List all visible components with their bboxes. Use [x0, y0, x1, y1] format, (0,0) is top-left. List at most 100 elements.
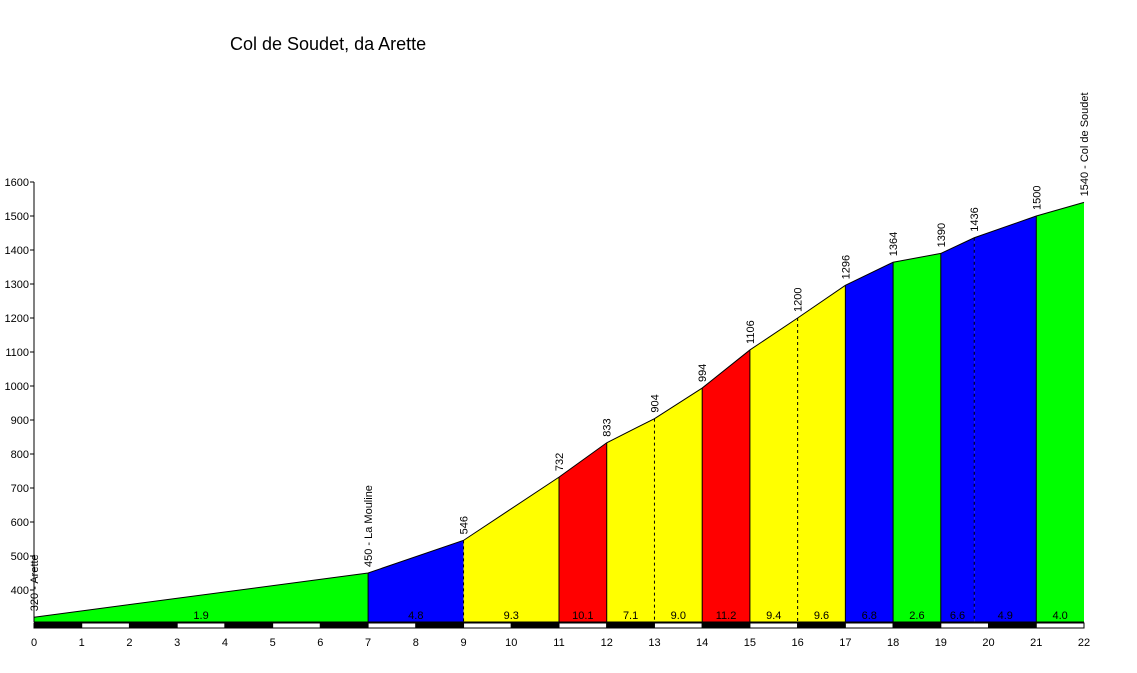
- segment-2: [463, 477, 559, 622]
- km-bar: [940, 622, 990, 629]
- km-bar: [558, 622, 608, 629]
- elevation-label: 1106: [745, 320, 757, 344]
- gradient-label: 7.1: [623, 610, 638, 622]
- elevation-label: 994: [697, 364, 709, 382]
- x-tick-label: 20: [982, 637, 994, 649]
- segment-3: [559, 442, 607, 622]
- x-tick-label: 5: [270, 637, 276, 649]
- segment-7: [749, 318, 798, 622]
- segment-9: [845, 262, 894, 622]
- km-bar: [892, 622, 942, 629]
- y-tick-label: 1300: [5, 279, 29, 291]
- km-bar: [128, 622, 178, 629]
- segment-13: [1036, 202, 1084, 622]
- gradient-label: 9.6: [814, 610, 829, 622]
- km-bar: [749, 622, 799, 629]
- y-tick-label: 800: [11, 449, 29, 461]
- x-tick-label: 14: [696, 637, 708, 649]
- x-tick-label: 17: [839, 637, 851, 649]
- gradient-label: 6.8: [862, 610, 877, 622]
- chart-title: Col de Soudet, da Arette: [230, 34, 427, 54]
- elevation-label: 1390: [936, 223, 948, 247]
- x-tick-label: 16: [792, 637, 804, 649]
- x-tick-label: 3: [174, 637, 180, 649]
- x-tick-label: 18: [887, 637, 899, 649]
- x-tick-label: 13: [648, 637, 660, 649]
- x-tick-label: 21: [1030, 637, 1042, 649]
- y-tick-label: 400: [11, 585, 29, 597]
- elevation-label: 320 - Arette: [29, 554, 41, 611]
- km-bar: [844, 622, 894, 629]
- y-tick-label: 1000: [5, 381, 29, 393]
- gradient-label: 4.0: [1052, 610, 1067, 622]
- gradient-label: 9.3: [504, 610, 519, 622]
- km-bar: [797, 622, 846, 629]
- km-bar: [33, 622, 83, 629]
- x-tick-label: 11: [553, 637, 564, 649]
- segment-8: [797, 285, 846, 622]
- x-tick-label: 12: [601, 637, 613, 649]
- gradient-label: 1.9: [193, 610, 208, 622]
- x-tick-label: 22: [1078, 637, 1090, 649]
- km-bar: [988, 622, 1037, 629]
- elevation-label: 833: [602, 418, 614, 436]
- gradient-label: 9.0: [671, 610, 686, 622]
- km-bar: [510, 622, 560, 629]
- y-tick-label: 1200: [5, 313, 29, 325]
- y-tick-label: 1600: [5, 177, 29, 189]
- elevation-label: 732: [554, 453, 566, 471]
- km-bar: [367, 622, 417, 629]
- segment-4: [606, 418, 655, 622]
- segment-6: [702, 349, 750, 622]
- x-tick-label: 19: [935, 637, 947, 649]
- km-bar: [1035, 622, 1085, 629]
- gradient-label: 10.1: [572, 610, 593, 622]
- gradient-label: 2.6: [909, 610, 924, 622]
- segment-1: [368, 540, 464, 622]
- y-tick-label: 500: [11, 551, 29, 563]
- segment-0: [34, 573, 369, 622]
- x-tick-label: 2: [126, 637, 132, 649]
- elevation-label: 1296: [840, 255, 852, 279]
- elevation-label: 450 - La Mouline: [363, 485, 375, 567]
- km-bar: [653, 622, 703, 629]
- y-tick-label: 1100: [5, 347, 29, 359]
- elevation-label: 1500: [1031, 186, 1043, 210]
- elevation-label: 546: [459, 516, 471, 534]
- gradient-label: 11.2: [716, 610, 737, 622]
- segment-12: [974, 216, 1037, 622]
- km-bar: [701, 622, 751, 629]
- km-bar: [606, 622, 655, 629]
- x-tick-label: 7: [365, 637, 371, 649]
- elevation-label: 904: [649, 394, 661, 412]
- x-tick-label: 15: [744, 637, 756, 649]
- elevation-label: 1364: [888, 232, 900, 256]
- y-tick-label: 600: [11, 517, 29, 529]
- x-tick-label: 4: [222, 637, 228, 649]
- km-bar: [415, 622, 465, 629]
- km-bar: [176, 622, 226, 629]
- km-bar: [224, 622, 274, 629]
- x-tick-label: 1: [79, 637, 85, 649]
- km-bar: [81, 622, 130, 629]
- x-tick-label: 9: [460, 637, 466, 649]
- gradient-label: 9.4: [766, 610, 781, 622]
- segment-11: [940, 237, 975, 622]
- elevation-label: 1436: [969, 207, 981, 231]
- segment-10: [893, 253, 941, 622]
- elevation-label: 1540 - Col de Soudet: [1079, 92, 1091, 196]
- km-bar: [272, 622, 321, 629]
- x-tick-label: 6: [317, 637, 323, 649]
- segment-5: [654, 388, 703, 622]
- y-tick-label: 1400: [5, 245, 29, 257]
- y-tick-label: 1500: [5, 211, 29, 223]
- gradient-label: 4.8: [408, 610, 423, 622]
- y-tick-label: 900: [11, 415, 29, 427]
- x-tick-label: 0: [31, 637, 37, 649]
- gradient-label: 6.6: [950, 610, 965, 622]
- gradient-label: 4.9: [998, 610, 1013, 622]
- km-bar: [319, 622, 369, 629]
- elevation-label: 1200: [793, 288, 805, 312]
